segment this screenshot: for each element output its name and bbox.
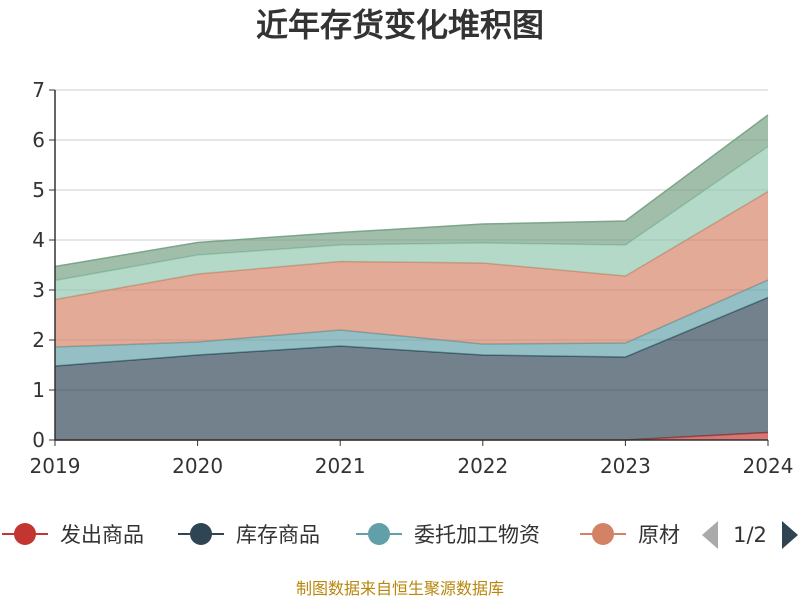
area-series-4 [55,191,768,347]
legend-item[interactable]: 委托加工物资 [356,523,540,547]
legend[interactable]: 发出商品 库存商品 委托加工物资 原材 [2,523,680,547]
area-series-5 [55,146,768,300]
legend-label: 原材 [638,523,680,547]
legend-label: 库存商品 [236,523,320,547]
x-tick-label: 2022 [457,454,508,478]
legend-marker [368,523,390,545]
y-tick-label: 1 [32,378,45,402]
y-tick-label: 7 [32,78,45,102]
y-tick-label: 2 [32,328,45,352]
legend-item[interactable]: 发出商品 [2,523,144,547]
pager-prev-icon[interactable] [702,521,718,549]
series-line-6 [54,114,769,268]
source-note: 制图数据来自恒生聚源数据库 [296,579,504,598]
y-tick-label: 0 [32,428,45,452]
legend-item[interactable]: 库存商品 [178,523,320,547]
x-tick-label: 2023 [600,454,651,478]
y-tick-label: 4 [32,228,45,252]
y-tick-labels: 0 1 2 3 4 5 6 7 [32,78,55,452]
legend-pager: 1/2 [702,521,798,549]
area-series [54,114,769,441]
x-tick-label: 2024 [743,454,794,478]
legend-marker [190,523,212,545]
x-tick-labels: 2019 2020 2021 2022 2023 2024 [30,440,794,478]
legend-item[interactable]: 原材 [580,523,680,547]
axes [54,90,768,441]
area-series-2 [55,297,768,440]
x-tick-label: 2020 [172,454,223,478]
area-series-3 [55,280,768,366]
y-tick-label: 3 [32,278,45,302]
pager-next-icon[interactable] [782,521,798,549]
legend-label: 委托加工物资 [414,523,540,547]
legend-label: 发出商品 [60,523,144,547]
legend-items: 发出商品 库存商品 委托加工物资 原材 [2,523,680,547]
area-series-6 [55,115,768,281]
legend-marker [14,523,36,545]
y-tick-label: 6 [32,128,45,152]
y-tick-label: 5 [32,178,45,202]
x-tick-label: 2019 [30,454,81,478]
legend-marker [592,523,614,545]
x-tick-label: 2021 [315,454,366,478]
chart-title: 近年存货变化堆积图 [256,6,544,44]
pager-label: 1/2 [733,523,767,547]
